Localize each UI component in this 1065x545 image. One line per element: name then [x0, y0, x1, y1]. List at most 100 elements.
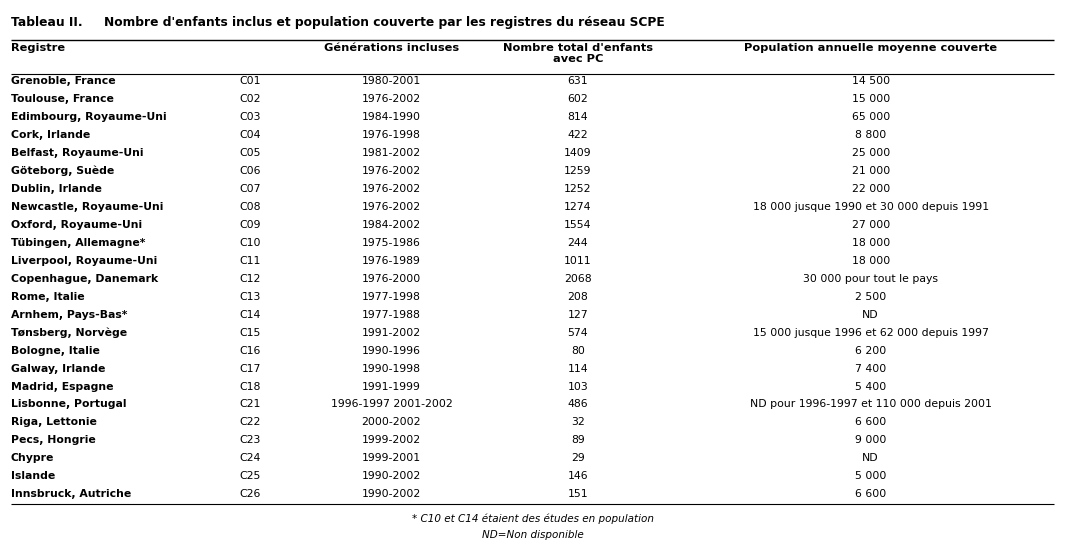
Text: 422: 422: [568, 130, 588, 140]
Text: 1996-1997 2001-2002: 1996-1997 2001-2002: [330, 399, 453, 409]
Text: 1990-1998: 1990-1998: [362, 364, 421, 373]
Text: Dublin, Irlande: Dublin, Irlande: [11, 184, 101, 193]
Text: Innsbruck, Autriche: Innsbruck, Autriche: [11, 489, 131, 499]
Text: 1976-2002: 1976-2002: [362, 166, 421, 175]
Text: 1259: 1259: [564, 166, 591, 175]
Text: 5 000: 5 000: [855, 471, 886, 481]
Text: Population annuelle moyenne couverte: Population annuelle moyenne couverte: [744, 43, 997, 52]
Text: C07: C07: [240, 184, 261, 193]
Text: 814: 814: [568, 112, 588, 122]
Text: 631: 631: [568, 76, 588, 86]
Text: Lisbonne, Portugal: Lisbonne, Portugal: [11, 399, 126, 409]
Text: Copenhague, Danemark: Copenhague, Danemark: [11, 274, 158, 283]
Text: 127: 127: [568, 310, 588, 319]
Text: ND pour 1996-1997 et 110 000 depuis 2001: ND pour 1996-1997 et 110 000 depuis 2001: [750, 399, 992, 409]
Text: 1975-1986: 1975-1986: [362, 238, 421, 247]
Text: Chypre: Chypre: [11, 453, 54, 463]
Text: 30 000 pour tout le pays: 30 000 pour tout le pays: [803, 274, 938, 283]
Text: C10: C10: [240, 238, 261, 247]
Text: 1991-2002: 1991-2002: [362, 328, 421, 337]
Text: C25: C25: [240, 471, 261, 481]
Text: Tønsberg, Norvège: Tønsberg, Norvège: [11, 328, 127, 338]
Text: 151: 151: [568, 489, 588, 499]
Text: Madrid, Espagne: Madrid, Espagne: [11, 382, 113, 391]
Text: 18 000 jusque 1990 et 30 000 depuis 1991: 18 000 jusque 1990 et 30 000 depuis 1991: [753, 202, 988, 211]
Text: Pecs, Hongrie: Pecs, Hongrie: [11, 435, 96, 445]
Text: 1274: 1274: [564, 202, 591, 211]
Text: 1984-2002: 1984-2002: [362, 220, 421, 229]
Text: 6 600: 6 600: [855, 417, 886, 427]
Text: ND=Non disponible: ND=Non disponible: [481, 530, 584, 540]
Text: C08: C08: [240, 202, 261, 211]
Text: 2 500: 2 500: [855, 292, 886, 301]
Text: Göteborg, Suède: Göteborg, Suède: [11, 166, 114, 176]
Text: 114: 114: [568, 364, 588, 373]
Text: 1984-1990: 1984-1990: [362, 112, 421, 122]
Text: C18: C18: [240, 382, 261, 391]
Text: Tableau II.: Tableau II.: [11, 16, 82, 29]
Text: 1990-1996: 1990-1996: [362, 346, 421, 355]
Text: Nombre total d'enfants
avec PC: Nombre total d'enfants avec PC: [503, 43, 653, 64]
Text: 486: 486: [568, 399, 588, 409]
Text: 6 600: 6 600: [855, 489, 886, 499]
Text: 1990-2002: 1990-2002: [362, 489, 421, 499]
Text: 65 000: 65 000: [852, 112, 889, 122]
Text: Riga, Lettonie: Riga, Lettonie: [11, 417, 97, 427]
Text: 1976-1989: 1976-1989: [362, 256, 421, 265]
Text: Bologne, Italie: Bologne, Italie: [11, 346, 99, 355]
Text: C04: C04: [240, 130, 261, 140]
Text: Islande: Islande: [11, 471, 55, 481]
Text: C13: C13: [240, 292, 261, 301]
Text: 574: 574: [568, 328, 588, 337]
Text: 29: 29: [571, 453, 585, 463]
Text: 21 000: 21 000: [852, 166, 889, 175]
Text: ND: ND: [863, 310, 879, 319]
Text: * C10 et C14 étaient des études en population: * C10 et C14 étaient des études en popul…: [411, 514, 654, 524]
Text: C03: C03: [240, 112, 261, 122]
Text: Toulouse, France: Toulouse, France: [11, 94, 114, 104]
Text: C24: C24: [240, 453, 261, 463]
Text: Oxford, Royaume-Uni: Oxford, Royaume-Uni: [11, 220, 142, 229]
Text: 146: 146: [568, 471, 588, 481]
Text: C23: C23: [240, 435, 261, 445]
Text: 7 400: 7 400: [855, 364, 886, 373]
Text: 1991-1999: 1991-1999: [362, 382, 421, 391]
Text: 5 400: 5 400: [855, 382, 886, 391]
Text: 1976-2002: 1976-2002: [362, 202, 421, 211]
Text: 22 000: 22 000: [852, 184, 889, 193]
Text: C15: C15: [240, 328, 261, 337]
Text: Belfast, Royaume-Uni: Belfast, Royaume-Uni: [11, 148, 143, 158]
Text: 1977-1998: 1977-1998: [362, 292, 421, 301]
Text: 25 000: 25 000: [852, 148, 889, 158]
Text: 1976-1998: 1976-1998: [362, 130, 421, 140]
Text: C05: C05: [240, 148, 261, 158]
Text: 1976-2002: 1976-2002: [362, 94, 421, 104]
Text: 14 500: 14 500: [852, 76, 889, 86]
Text: Grenoble, France: Grenoble, France: [11, 76, 115, 86]
Text: 103: 103: [568, 382, 588, 391]
Text: C26: C26: [240, 489, 261, 499]
Text: 8 800: 8 800: [855, 130, 886, 140]
Text: 1976-2002: 1976-2002: [362, 184, 421, 193]
Text: Tübingen, Allemagne*: Tübingen, Allemagne*: [11, 238, 145, 247]
Text: 15 000 jusque 1996 et 62 000 depuis 1997: 15 000 jusque 1996 et 62 000 depuis 1997: [753, 328, 988, 337]
Text: 27 000: 27 000: [852, 220, 889, 229]
Text: 18 000: 18 000: [852, 256, 889, 265]
Text: 9 000: 9 000: [855, 435, 886, 445]
Text: 18 000: 18 000: [852, 238, 889, 247]
Text: C14: C14: [240, 310, 261, 319]
Text: Edimbourg, Royaume-Uni: Edimbourg, Royaume-Uni: [11, 112, 166, 122]
Text: C16: C16: [240, 346, 261, 355]
Text: Liverpool, Royaume-Uni: Liverpool, Royaume-Uni: [11, 256, 157, 265]
Text: 32: 32: [571, 417, 585, 427]
Text: 6 200: 6 200: [855, 346, 886, 355]
Text: 1980-2001: 1980-2001: [362, 76, 421, 86]
Text: 1999-2002: 1999-2002: [362, 435, 421, 445]
Text: 89: 89: [571, 435, 585, 445]
Text: C21: C21: [240, 399, 261, 409]
Text: Newcastle, Royaume-Uni: Newcastle, Royaume-Uni: [11, 202, 163, 211]
Text: 244: 244: [568, 238, 588, 247]
Text: C11: C11: [240, 256, 261, 265]
Text: 1976-2000: 1976-2000: [362, 274, 421, 283]
Text: 1409: 1409: [564, 148, 591, 158]
